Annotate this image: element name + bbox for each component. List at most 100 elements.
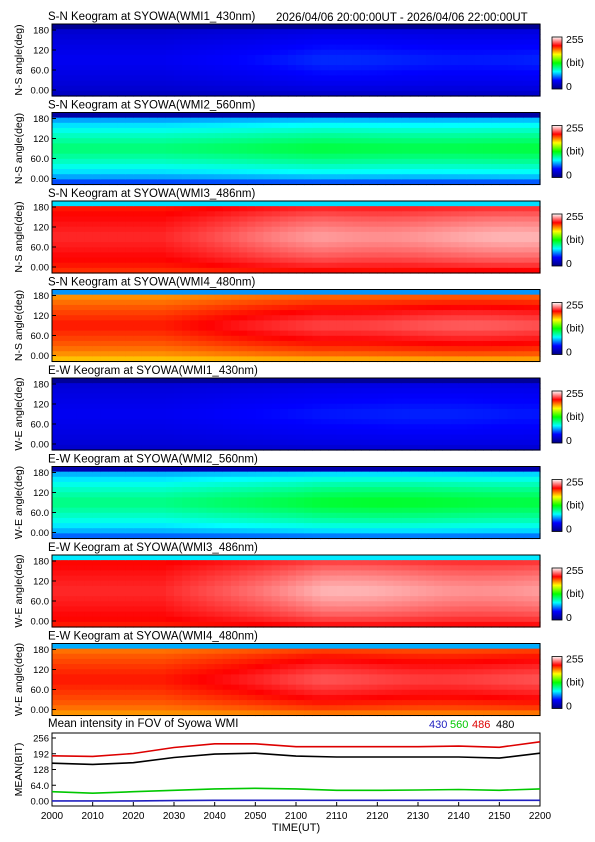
keogram-cell [255,252,265,259]
keogram-cell [271,44,281,51]
keogram-cell [377,44,387,51]
keogram-cell [304,242,313,248]
keogram-cell [239,237,248,243]
keogram-cell [312,117,321,124]
keogram-cell [279,65,289,71]
keogram-cell [312,174,321,180]
keogram-cell [76,528,86,534]
keogram-cell [263,512,273,519]
keogram-cell [263,398,273,405]
keogram-cell [287,304,297,311]
keogram-cell [409,403,419,410]
keogram-cell [68,85,77,92]
keogram-cell [385,471,395,478]
keogram-cell [52,39,61,46]
keogram-image [52,201,541,274]
keogram-cell [531,158,541,165]
keogram-cell [474,252,484,259]
keogram-cell [198,310,208,316]
keogram-cell [426,148,435,155]
keogram-cell [458,481,468,488]
keogram-cell [287,262,297,269]
keogram-cell [474,158,484,165]
keogram-cell [336,378,346,384]
keogram-cell [198,127,208,134]
keogram-cell [450,429,460,436]
keogram-cell [483,179,492,186]
keogram-cell [255,299,265,306]
keogram-cell [222,201,232,207]
keogram-cell [190,54,199,61]
keogram-cell [296,383,305,389]
keogram-cell [206,158,216,165]
keogram-cell [133,398,143,405]
keogram-cell [68,158,77,165]
keogram-cell [361,247,370,254]
keogram-cell [125,163,134,170]
keogram-cell [206,289,216,296]
keogram-cell [352,267,362,274]
keogram-cell [255,179,265,186]
keogram-cell [344,44,354,51]
keogram-cell [100,226,110,233]
keogram-cell [515,310,525,316]
keogram-cell [174,206,183,212]
keogram-cell [60,492,69,498]
keogram-cell [222,523,232,529]
keogram-cell [271,158,281,165]
keogram-cell [361,351,370,357]
keogram-cell [239,201,248,207]
keogram-cell [157,242,167,248]
keogram-y-tick-label: 180 [33,114,49,125]
keogram-cell [328,304,338,311]
keogram-cell [507,267,517,274]
keogram-cell [483,257,492,264]
keogram-cell [499,122,509,129]
keogram-cell [198,424,208,431]
keogram-cell [499,424,509,431]
keogram-cell [409,257,419,264]
keogram-cell [531,174,541,180]
keogram-cell [426,466,435,473]
keogram-y-tick-label: 0.00 [31,440,50,451]
keogram-cell [409,122,419,129]
keogram-cell [515,44,525,51]
keogram-cell [68,24,77,30]
keogram-cell [76,127,86,134]
keogram-cell [214,247,224,254]
keogram-cell [531,378,541,384]
keogram-cell [174,476,183,483]
keogram-cell [92,216,102,223]
keogram-cell [361,122,370,129]
keogram-cell [312,85,321,92]
keogram-cell [296,419,305,425]
keogram-cell [483,206,492,212]
keogram-cell [117,221,126,228]
keogram-cell [474,351,484,357]
keogram-cell [263,237,273,243]
keogram-cell [434,393,443,400]
keogram-cell [174,289,183,296]
keogram-cell [206,75,216,82]
keogram-cell [450,502,460,509]
keogram-cell [141,466,151,473]
keogram-cell [108,29,118,35]
keogram-cell [279,85,289,92]
keogram-cell [312,29,321,35]
keogram-cell [125,471,134,478]
keogram-cell [141,325,151,332]
keogram-cell [393,143,403,150]
keogram-cell [230,320,240,327]
keogram-cell [239,70,248,77]
keogram-cell [369,216,378,223]
keogram-cell [434,388,443,395]
keogram-cell [60,24,69,30]
keogram-cell [247,419,256,425]
keogram-cell [491,80,500,87]
keogram-cell [352,226,362,233]
keogram-cell [531,299,541,306]
keogram-cell [182,226,191,233]
keogram-cell [182,481,191,488]
keogram-cell [287,346,297,352]
keogram-cell [393,330,403,337]
